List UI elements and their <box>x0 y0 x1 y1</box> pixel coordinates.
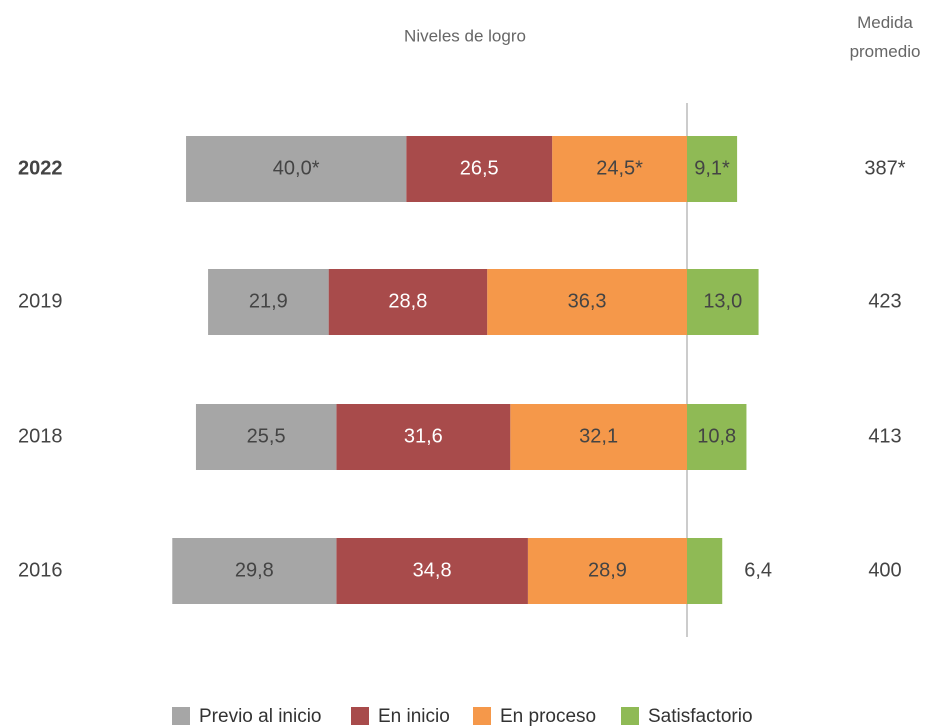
value-label: 31,6 <box>404 425 443 447</box>
legend-swatch <box>621 707 639 725</box>
bar-segment <box>336 404 511 470</box>
legend-label: En inicio <box>378 706 450 727</box>
average-label: 400 <box>868 559 901 581</box>
bar-segment <box>406 136 553 202</box>
value-label: 9,1* <box>694 157 730 179</box>
value-label: 40,0* <box>273 157 320 179</box>
bar-segment <box>208 269 329 335</box>
bar-segment <box>527 538 687 604</box>
bar-segment <box>687 538 723 604</box>
bar-segment <box>336 538 528 604</box>
value-label: 21,9 <box>249 290 288 312</box>
legend-label: En proceso <box>500 706 596 727</box>
value-label: 24,5* <box>596 157 643 179</box>
average-label: 387* <box>864 157 905 179</box>
value-label: 36,3 <box>568 290 607 312</box>
value-label: 28,9 <box>588 559 627 581</box>
category-label: 2016 <box>18 559 63 581</box>
bar-segment <box>687 404 747 470</box>
category-label: 2022 <box>18 157 63 179</box>
value-label: 32,1 <box>579 425 618 447</box>
average-title: Medida promedio <box>849 13 921 61</box>
value-label: 28,8 <box>388 290 427 312</box>
value-label: 29,8 <box>235 559 274 581</box>
average-label: 413 <box>868 425 901 447</box>
legend-swatch <box>172 707 190 725</box>
category-label: 2018 <box>18 425 63 447</box>
value-label: 6,4 <box>744 559 772 581</box>
legend-label: Satisfactorio <box>648 706 753 727</box>
bar-segment <box>552 136 687 202</box>
value-label: 26,5 <box>460 157 499 179</box>
bar-segment <box>687 136 738 202</box>
bar-segment <box>172 538 337 604</box>
bar-segment <box>186 136 407 202</box>
bar-segment <box>687 269 759 335</box>
value-label: 10,8 <box>697 425 736 447</box>
legend-swatch <box>351 707 369 725</box>
bar-segment <box>328 269 488 335</box>
legend-label: Previo al inicio <box>199 706 322 727</box>
average-label: 423 <box>868 290 901 312</box>
legend-swatch <box>473 707 491 725</box>
value-label: 25,5 <box>247 425 286 447</box>
bar-segment <box>195 404 337 470</box>
value-label: 13,0 <box>703 290 742 312</box>
value-label: 34,8 <box>413 559 452 581</box>
category-label: 2019 <box>18 290 63 312</box>
bar-segment <box>510 404 687 470</box>
chart-title: Niveles de logro <box>404 26 526 45</box>
bar-segment <box>487 269 687 335</box>
